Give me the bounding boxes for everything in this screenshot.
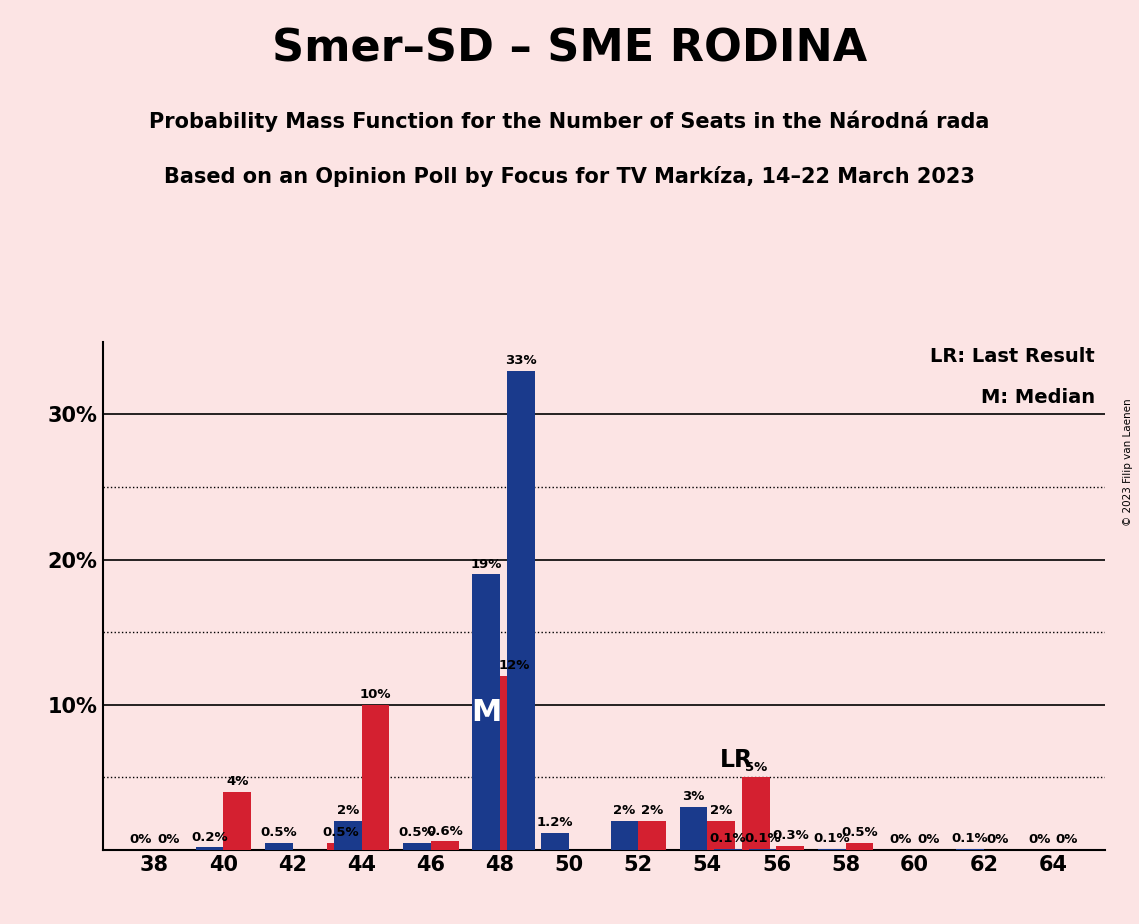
Text: 0%: 0% (986, 833, 1009, 846)
Bar (327, 843, 355, 850)
Text: LR: LR (720, 748, 753, 772)
Text: 0.5%: 0.5% (261, 826, 297, 839)
Bar (638, 821, 666, 850)
Bar (845, 843, 874, 850)
Text: 0.5%: 0.5% (841, 826, 878, 839)
Text: 0.5%: 0.5% (399, 826, 435, 839)
Text: 0.2%: 0.2% (191, 831, 228, 844)
Text: 0%: 0% (130, 833, 151, 846)
Bar (611, 821, 638, 850)
Text: LR: Last Result: LR: Last Result (931, 346, 1095, 366)
Bar (403, 843, 431, 850)
Bar (500, 675, 527, 850)
Text: 0%: 0% (917, 833, 940, 846)
Text: M: Median: M: Median (981, 388, 1095, 407)
Text: 10%: 10% (360, 688, 392, 701)
Text: © 2023 Filip van Laenen: © 2023 Filip van Laenen (1123, 398, 1133, 526)
Bar (957, 848, 984, 850)
Bar (818, 848, 845, 850)
Bar (748, 848, 777, 850)
Text: 2%: 2% (641, 805, 663, 818)
Text: 0.5%: 0.5% (322, 826, 359, 839)
Bar (507, 371, 534, 850)
Text: 0%: 0% (890, 833, 912, 846)
Text: 0.1%: 0.1% (710, 832, 746, 845)
Bar (680, 807, 707, 850)
Text: 2%: 2% (337, 805, 359, 818)
Bar (196, 847, 223, 850)
Text: 19%: 19% (470, 557, 502, 570)
Text: 5%: 5% (745, 760, 767, 774)
Bar (707, 821, 735, 850)
Text: 2%: 2% (613, 805, 636, 818)
Text: 4%: 4% (227, 775, 248, 788)
Text: 0.1%: 0.1% (952, 832, 989, 845)
Text: 0%: 0% (1056, 833, 1077, 846)
Bar (223, 792, 251, 850)
Text: 0%: 0% (1029, 833, 1050, 846)
Bar (265, 843, 293, 850)
Text: 0.6%: 0.6% (426, 825, 464, 838)
Text: 33%: 33% (505, 354, 536, 368)
Text: Based on an Opinion Poll by Focus for TV Markíza, 14–22 March 2023: Based on an Opinion Poll by Focus for TV… (164, 166, 975, 188)
Bar (714, 848, 741, 850)
Bar (741, 777, 770, 850)
Bar (362, 705, 390, 850)
Text: 0.1%: 0.1% (813, 832, 850, 845)
Text: 12%: 12% (498, 659, 530, 673)
Text: 0.3%: 0.3% (772, 829, 809, 842)
Text: 0%: 0% (157, 833, 179, 846)
Text: Probability Mass Function for the Number of Seats in the Národná rada: Probability Mass Function for the Number… (149, 111, 990, 132)
Text: 3%: 3% (682, 790, 705, 803)
Text: 2%: 2% (710, 805, 732, 818)
Bar (473, 574, 500, 850)
Text: 1.2%: 1.2% (536, 816, 574, 829)
Text: Smer–SD – SME RODINA: Smer–SD – SME RODINA (272, 28, 867, 71)
Text: M: M (470, 698, 501, 726)
Bar (431, 842, 459, 850)
Bar (334, 821, 362, 850)
Bar (777, 845, 804, 850)
Text: 0.1%: 0.1% (745, 832, 781, 845)
Bar (541, 833, 570, 850)
